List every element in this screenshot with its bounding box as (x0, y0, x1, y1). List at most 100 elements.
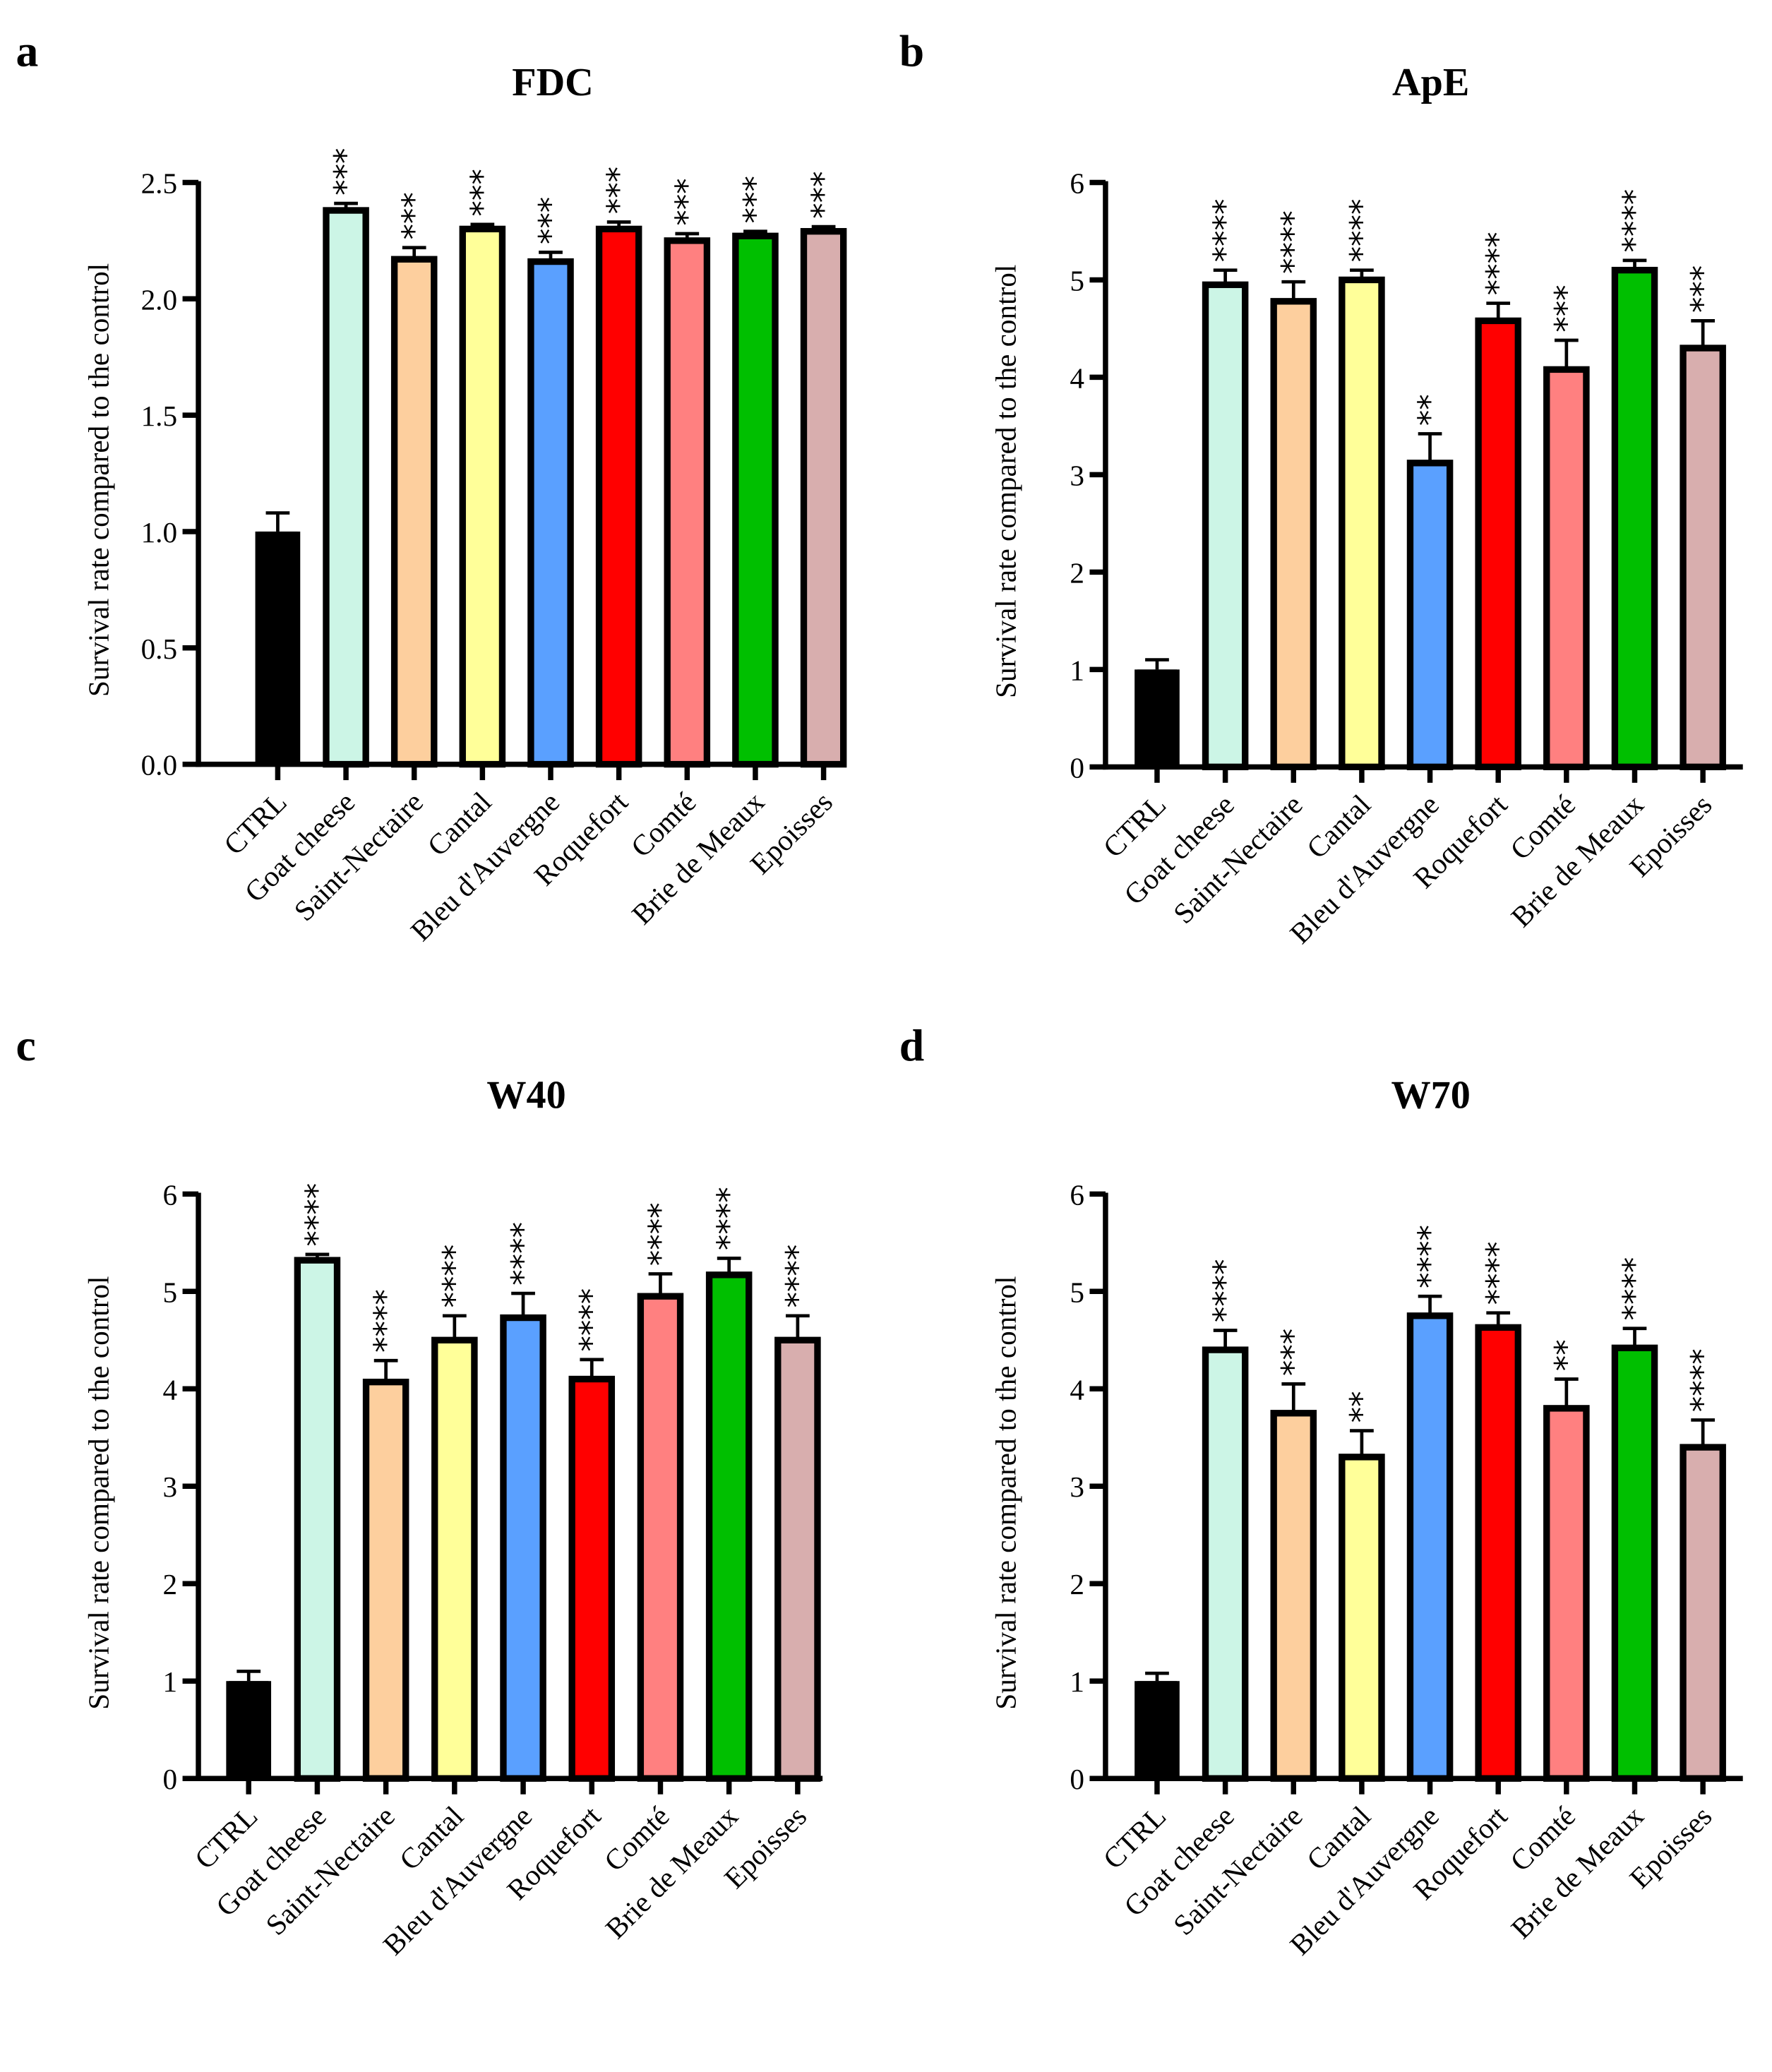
bar-roquefort (568, 1375, 616, 1782)
significance-label: **** (367, 1289, 405, 1353)
significance-label: ** (1547, 1339, 1585, 1371)
chart-panel-d: d W70 Survival rate compared to the contro… (899, 1020, 1743, 1961)
bar-ctrl-fill (226, 1681, 272, 1779)
y-tick-label: 3 (162, 1471, 177, 1503)
panel-label: d (899, 1020, 924, 1070)
y-tick-label: 2 (162, 1568, 177, 1600)
y-tick-label: 0.5 (141, 633, 177, 665)
y-tick-label: 0.0 (141, 749, 177, 782)
y-tick-label: 4 (162, 1373, 177, 1406)
bar-epoisses (1680, 1444, 1726, 1782)
chart-panel-a: a FDC Survival rate compared to the contro… (16, 26, 847, 947)
y-tick-label: 0 (1070, 1763, 1084, 1795)
significance-label: *** (395, 192, 433, 239)
bar-brie-de-meaux (732, 232, 779, 768)
y-axis-label: Survival rate compared to the control (990, 1276, 1022, 1710)
panel-label: a (16, 26, 39, 76)
chart-title: W40 (486, 1074, 565, 1118)
bar-bleu-d-auvergne (1406, 1312, 1454, 1782)
bar-goat-cheese (1202, 1346, 1249, 1782)
y-tick-label: 3 (1070, 1471, 1084, 1503)
significance-label: *** (463, 169, 501, 216)
bar-epoisses (1680, 345, 1726, 771)
chart-title: W70 (1391, 1074, 1470, 1118)
significance-label: ** (1411, 394, 1449, 426)
y-tick-label: 4 (1070, 361, 1084, 394)
y-tick-label: 5 (1070, 1276, 1084, 1308)
bar-ctrl-fill (255, 531, 301, 765)
significance-label: **** (504, 1222, 541, 1286)
panel-label: c (16, 1020, 36, 1070)
bar-goat-cheese (1202, 281, 1249, 771)
y-tick-label: 2 (1070, 556, 1084, 589)
significance-label: *** (532, 197, 569, 244)
bar-comt- (1543, 366, 1590, 771)
y-tick-label: 2 (1070, 1568, 1084, 1600)
y-tick-label: 6 (1070, 167, 1084, 199)
chart-title: ApE (1392, 61, 1469, 104)
bar-roquefort (1475, 317, 1521, 771)
significance-label: **** (436, 1245, 473, 1308)
chart-panel-b: b ApE Survival rate compared to the contro… (899, 26, 1743, 950)
y-tick-label: 2.0 (141, 283, 177, 316)
bar-ctrl-fill (1135, 1681, 1180, 1779)
chart-panel-c: c W40 Survival rate compared to the contro… (16, 1020, 823, 1961)
y-tick-label: 3 (1070, 459, 1084, 491)
significance-label: *** (600, 167, 637, 214)
significance-label: **** (1479, 1242, 1516, 1305)
significance-label: **** (641, 1202, 678, 1266)
bar-bleu-d-auvergne (527, 258, 574, 768)
bar-brie-de-meaux (705, 1271, 753, 1782)
y-tick-label: 1 (162, 1665, 177, 1698)
y-tick-label: 0 (162, 1763, 177, 1795)
significance-label: **** (1615, 1257, 1653, 1321)
significance-label: *** (736, 176, 774, 223)
bar-comt- (664, 237, 711, 768)
significance-label: **** (298, 1183, 335, 1247)
bar-roquefort (595, 225, 642, 768)
y-axis-label: Survival rate compared to the control (83, 263, 115, 697)
bar-epoisses (774, 1336, 821, 1782)
bar-goat-cheese (323, 207, 369, 768)
bar-comt- (1543, 1405, 1590, 1782)
significance-label: **** (1207, 1259, 1244, 1322)
bar-goat-cheese (294, 1257, 341, 1782)
significance-label: *** (1547, 285, 1585, 332)
y-tick-label: 2.5 (141, 167, 177, 199)
y-tick-label: 6 (162, 1178, 177, 1211)
bar-roquefort (1475, 1324, 1521, 1782)
significance-label: **** (1274, 210, 1312, 274)
significance-label: **** (1411, 1225, 1449, 1288)
bar-cantal (1339, 1454, 1385, 1782)
y-tick-label: 6 (1070, 1178, 1084, 1211)
bar-ctrl-fill (1135, 669, 1180, 767)
y-tick-label: 4 (1070, 1373, 1084, 1406)
significance-label: *** (1684, 265, 1721, 313)
significance-label: **** (1479, 232, 1516, 295)
bar-bleu-d-auvergne (1406, 460, 1454, 771)
y-tick-label: 5 (1070, 264, 1084, 297)
y-axis-label: Survival rate compared to the control (990, 265, 1022, 698)
y-tick-label: 1.5 (141, 400, 177, 432)
significance-label: **** (1684, 1348, 1721, 1412)
significance-label: **** (1343, 199, 1380, 263)
bar-brie-de-meaux (1611, 266, 1658, 771)
bar-bleu-d-auvergne (500, 1314, 546, 1782)
significance-label: *** (805, 171, 842, 218)
significance-label: ** (1343, 1391, 1380, 1423)
y-tick-label: 1 (1070, 1665, 1084, 1698)
significance-label: **** (779, 1245, 816, 1308)
significance-label: *** (668, 178, 705, 225)
bar-saint-nectaire (1270, 298, 1317, 771)
bar-cantal (431, 1336, 478, 1782)
bar-cantal (459, 225, 506, 768)
significance-label: **** (710, 1187, 748, 1250)
panel-label: b (899, 26, 924, 76)
significance-label: *** (1274, 1329, 1312, 1376)
y-tick-label: 1 (1070, 654, 1084, 686)
bar-comt- (637, 1293, 684, 1782)
y-tick-label: 1.0 (141, 516, 177, 549)
y-axis-label: Survival rate compared to the control (83, 1276, 115, 1710)
bar-epoisses (800, 228, 847, 768)
